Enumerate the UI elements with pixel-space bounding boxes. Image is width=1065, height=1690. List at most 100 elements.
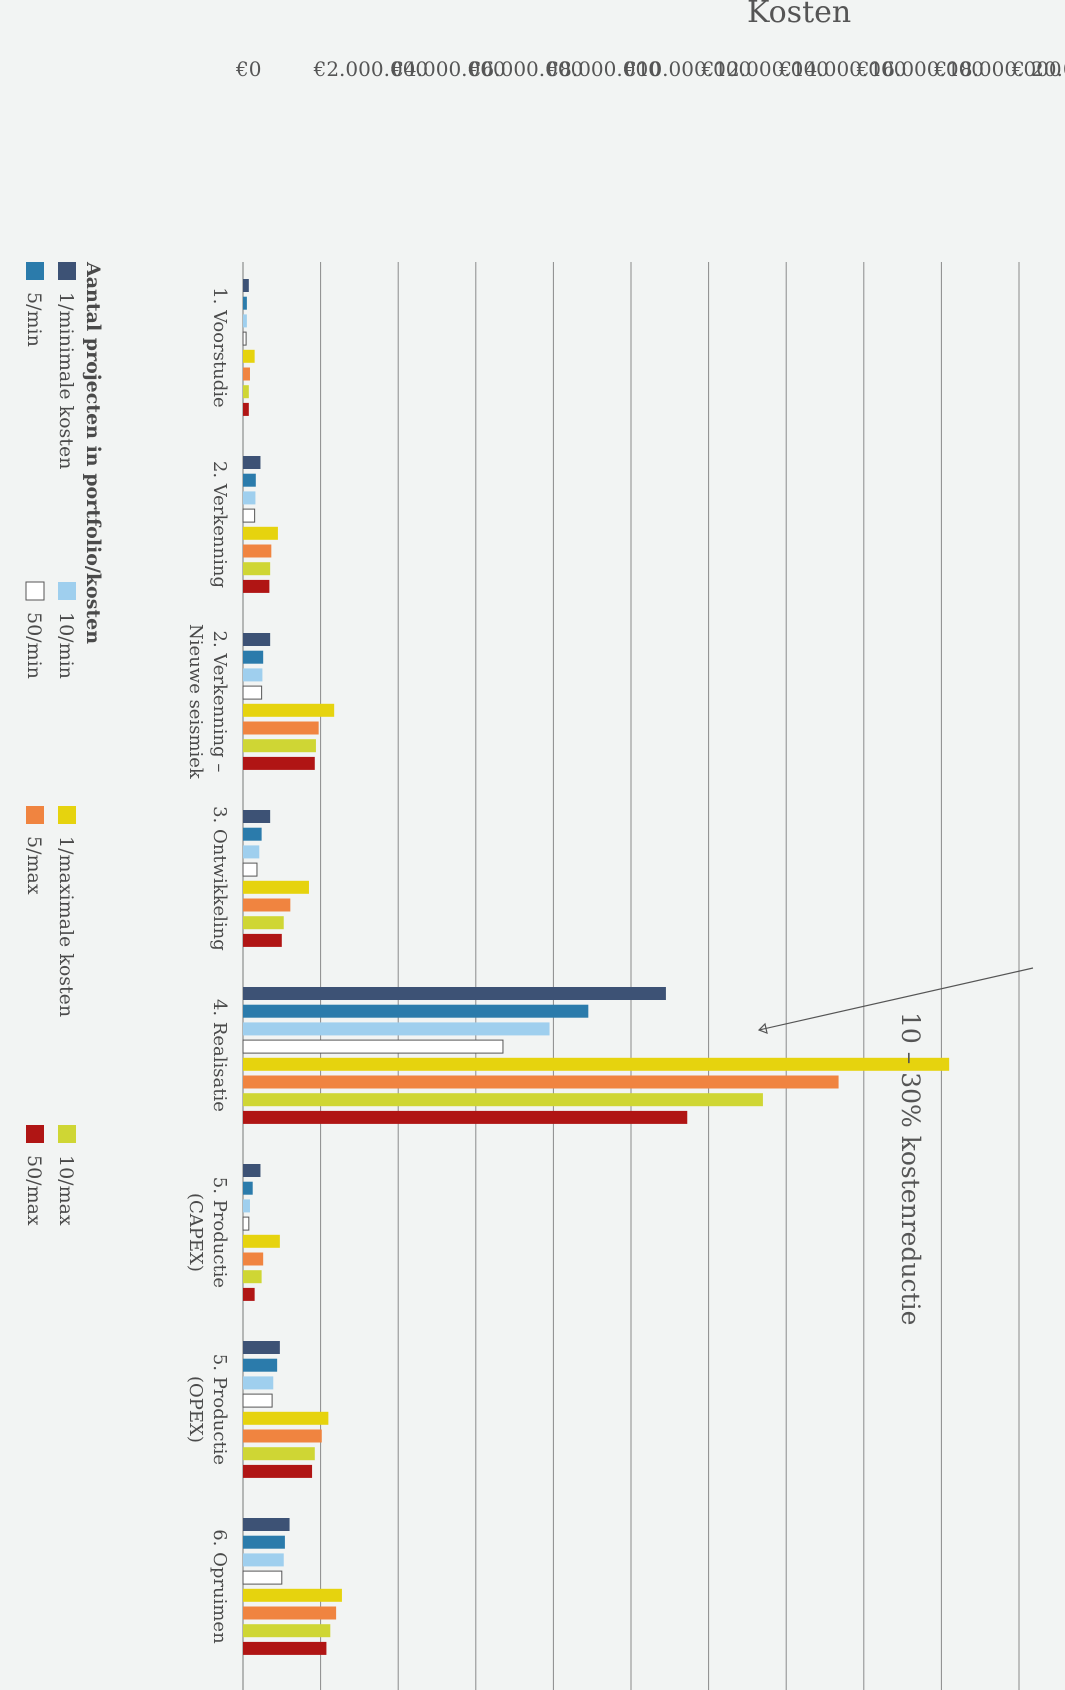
bar: [242, 1553, 284, 1567]
y-tick-label: €4.000.000: [390, 57, 506, 81]
category-label: 1. Voorstudie: [209, 287, 230, 408]
legend-swatch: [58, 262, 76, 280]
bar: [242, 1039, 504, 1054]
bar: [243, 756, 315, 770]
bar: [242, 508, 256, 523]
bar: [242, 933, 282, 947]
legend-title: Aantal projecten in portfolio/kosten: [82, 261, 104, 644]
bar: [243, 314, 247, 328]
bar: [242, 685, 263, 700]
legend-label: 1/maximale kosten: [55, 836, 77, 1017]
category-label: 4. Realisatie: [209, 999, 230, 1112]
category-labels: 1. Voorstudie 2. Verkenning 2. Verkenning …: [185, 287, 230, 1644]
bar: [243, 1004, 589, 1018]
legend-swatch: [26, 806, 44, 824]
bar: [243, 1181, 253, 1195]
legend-swatch: [58, 806, 76, 824]
bar: [243, 1199, 250, 1213]
bar: [242, 1393, 273, 1408]
bar: [243, 1057, 950, 1071]
legend-swatch: [58, 1125, 76, 1143]
bar: [242, 331, 247, 346]
y-axis-tick-labels: €0 €2.000.000€4.000.000€6.000.000€8.000.0…: [235, 57, 1065, 81]
category-label: 6. Opruimen: [209, 1529, 230, 1644]
legend-label: 5/max: [23, 836, 45, 895]
bar: [242, 1624, 331, 1638]
bar: [242, 1075, 839, 1089]
bar: [242, 544, 272, 558]
category-label: 5. Productie: [209, 1354, 230, 1465]
y-tick-label: €16.000.000: [856, 57, 984, 81]
bar: [243, 1164, 261, 1177]
bar: [243, 650, 264, 664]
bar: [242, 1641, 327, 1655]
category-label: (CAPEX): [185, 1193, 206, 1272]
legend: Aantal projecten in portfolio/kosten 1/m…: [23, 261, 104, 1226]
category-label: 3. Ontwikkeling: [209, 806, 230, 951]
legend-label: 10/min: [55, 612, 77, 679]
bar: [242, 1518, 290, 1531]
bar: [243, 1270, 262, 1284]
bar: [242, 1570, 283, 1585]
bar: [243, 1252, 264, 1266]
bar: [242, 1341, 280, 1354]
bars: [242, 279, 950, 1655]
bar: [243, 987, 666, 1000]
bar: [242, 703, 335, 717]
bar: [243, 473, 256, 487]
y-tick-label: € 20.000.000: [1011, 57, 1065, 81]
bar: [242, 579, 270, 593]
legend-swatch: [58, 582, 76, 600]
bar: [243, 668, 263, 682]
bar: [243, 1464, 313, 1478]
legend-swatch: [26, 262, 44, 280]
bar: [242, 562, 271, 576]
legend-swatch: [25, 581, 45, 601]
bar: [242, 526, 278, 540]
y-tick-label: €12.000.000: [701, 57, 829, 81]
annotation-text: 10 – 30% kostenreductie: [896, 1012, 925, 1325]
bar: [242, 1535, 285, 1549]
legend-label: 50/min: [23, 612, 45, 679]
bar: [243, 898, 291, 912]
annotation-arrowhead: [757, 1022, 768, 1034]
bar: [242, 1411, 329, 1425]
bar: [242, 1216, 250, 1231]
category-label: 2. Verkenning: [209, 461, 230, 588]
category-label: 2. Verkenning –: [209, 631, 230, 773]
y-tick-label: €8.000.000: [545, 57, 661, 81]
y-tick-label: €14.000.000: [778, 57, 906, 81]
bar: [243, 402, 249, 416]
bar: [242, 916, 284, 930]
bar: [243, 1093, 763, 1107]
bar: [242, 633, 271, 646]
y-tick-label: €18.000.000: [933, 57, 1061, 81]
bar: [243, 845, 260, 859]
bar: [242, 739, 316, 753]
bar: [242, 1234, 280, 1248]
y-tick-label: €0: [235, 57, 261, 81]
bar: [243, 1022, 550, 1036]
gridlines: [242, 262, 1020, 1690]
chart-title: Kosten: [747, 0, 851, 30]
bar: [243, 279, 249, 292]
y-tick-label: €6.000.000: [468, 57, 584, 81]
legend-label: 50/max: [23, 1155, 45, 1226]
legend-label: 10/max: [55, 1155, 77, 1226]
category-label: 5. Productie: [209, 1177, 230, 1288]
bar: [243, 491, 256, 505]
category-label: (OPEX): [185, 1376, 206, 1443]
bar: [243, 880, 309, 894]
bar: [242, 721, 319, 735]
legend-label: 5/min: [23, 292, 45, 347]
bar: [243, 385, 249, 399]
legend-label: 1/minimale kosten: [55, 292, 77, 469]
bar: [243, 367, 250, 381]
bar: [242, 1358, 278, 1372]
legend-swatch: [26, 1125, 44, 1143]
bar: [242, 1376, 274, 1390]
y-tick-label: €2.000.000: [313, 57, 429, 81]
bar: [243, 1588, 342, 1602]
